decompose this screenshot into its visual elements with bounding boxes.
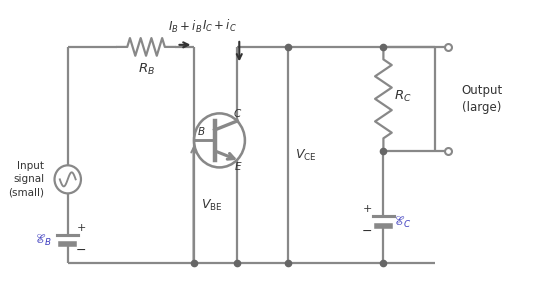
Text: +: + (362, 204, 372, 214)
Text: $\mathscr{E}_C$: $\mathscr{E}_C$ (394, 214, 411, 230)
Text: Output
(large): Output (large) (462, 84, 503, 114)
Text: Input
signal
(small): Input signal (small) (8, 161, 44, 198)
Text: +: + (77, 223, 86, 233)
Text: E: E (235, 162, 241, 172)
Text: −: − (76, 243, 87, 257)
Text: −: − (362, 225, 373, 238)
Text: $I_B + i_B$: $I_B + i_B$ (168, 19, 202, 35)
Text: C: C (233, 109, 240, 119)
Text: B: B (197, 127, 205, 137)
Text: $\mathscr{E}_B$: $\mathscr{E}_B$ (35, 232, 52, 248)
Text: $V_{\mathrm{CE}}$: $V_{\mathrm{CE}}$ (295, 148, 317, 163)
Text: $R_C$: $R_C$ (394, 89, 412, 104)
Text: $R_B$: $R_B$ (138, 61, 155, 77)
Text: $V_{\mathrm{BE}}$: $V_{\mathrm{BE}}$ (201, 198, 222, 213)
Text: $I_C + i_C$: $I_C + i_C$ (202, 18, 237, 34)
